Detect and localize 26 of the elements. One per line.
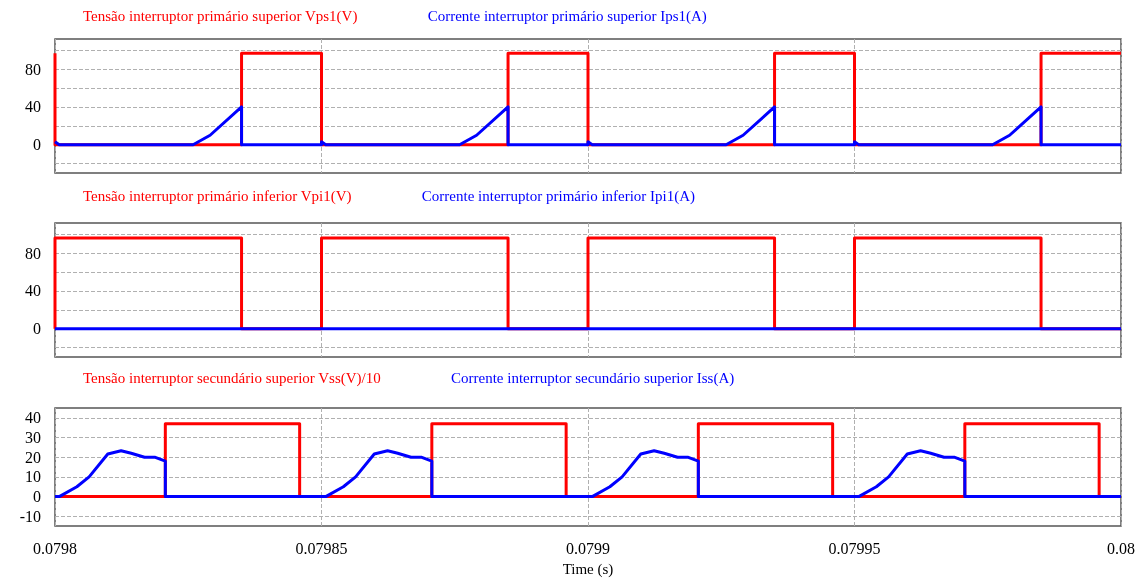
text: Corrente interruptor secundário superior Iss(A): [451, 369, 735, 387]
x-axis-title: Time (s): [562, 560, 614, 578]
text: Corrente interruptor primário inferior Ipi1(A): [421, 187, 696, 205]
y-tick-label: -10: [19, 507, 41, 525]
y-tick-label: 40: [25, 282, 41, 300]
y-tick-label: 80: [25, 60, 41, 78]
y-tick-label: 0: [33, 320, 41, 338]
y-tick-label: 30: [25, 429, 41, 447]
x-tick-label: 0.07985: [295, 539, 348, 557]
x-tick-label: 0.08: [1107, 539, 1135, 557]
y-tick-label: 0: [33, 136, 41, 154]
y-tick-label: 10: [25, 468, 41, 486]
text: Corrente interruptor primário superior Ips1(A): [427, 7, 707, 25]
text: Tensão interruptor primário inferior Vpi1(V): [83, 187, 352, 205]
y-tick-label: 20: [25, 448, 41, 466]
y-tick-label: 80: [25, 244, 41, 262]
text: Tensão interruptor secundário superior Vss(V)/10: [83, 369, 381, 387]
x-tick-label: 0.0798: [33, 539, 77, 557]
y-tick-label: 40: [25, 98, 41, 116]
y-tick-label: 0: [33, 488, 41, 506]
text: Tensão interruptor primário superior Vps1(V): [83, 7, 358, 25]
x-tick-label: 0.07995: [828, 539, 881, 557]
line-series: [53, 449, 1123, 499]
y-tick-label: 40: [25, 409, 41, 427]
x-tick-label: 0.0799: [566, 539, 610, 557]
line-series: [53, 105, 1123, 147]
